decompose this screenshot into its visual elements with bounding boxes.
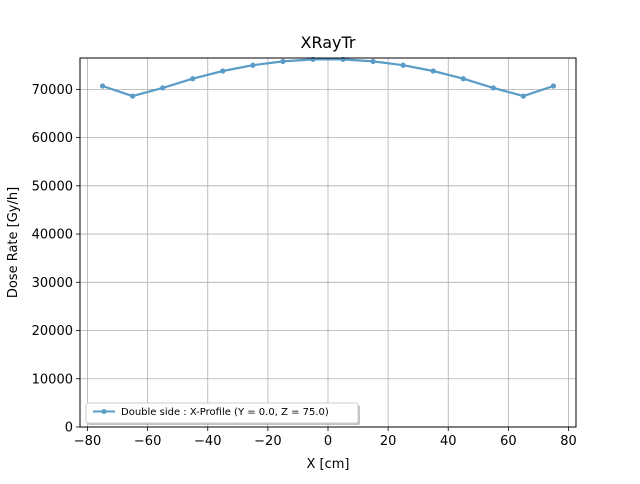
data-point xyxy=(550,83,557,89)
y-tick-label: 70000 xyxy=(32,83,73,98)
x-tick-label: 40 xyxy=(440,434,457,449)
series-line xyxy=(102,58,554,98)
data-point xyxy=(99,83,106,89)
data-point xyxy=(370,58,376,64)
legend-box xyxy=(85,402,359,424)
x-tick-label: −80 xyxy=(74,434,101,449)
x-tick-label: −20 xyxy=(254,434,281,449)
y-axis-label: Dose Rate [Gy/h] xyxy=(6,187,21,298)
data-point xyxy=(400,62,406,68)
legend: Double side : X-Profile (Y = 0.0, Z = 75… xyxy=(85,402,360,425)
data-point xyxy=(160,85,166,91)
x-axis-label: X [cm] xyxy=(307,457,350,472)
y-tick-label: 10000 xyxy=(32,372,73,387)
y-tick-label: 50000 xyxy=(32,179,73,194)
axis-ticks: −80 −60 −40 −20 0 20 40 60 80 0 10000 20000 30000 400… xyxy=(32,83,577,449)
y-tick-label: 20000 xyxy=(32,324,73,339)
y-tick-label: 0 xyxy=(65,421,73,436)
x-tick-label: 60 xyxy=(500,434,517,449)
y-tick-label: 40000 xyxy=(32,228,73,243)
series-layer xyxy=(99,56,557,99)
x-tick-label: −60 xyxy=(134,434,161,449)
data-point xyxy=(130,93,136,99)
data-point xyxy=(520,93,526,99)
x-tick-label: −40 xyxy=(194,434,221,449)
x-tick-label: 80 xyxy=(560,434,577,449)
x-tick-label: 20 xyxy=(380,434,397,449)
data-point xyxy=(220,68,226,74)
y-tick-label: 60000 xyxy=(32,131,73,146)
x-tick-label: 0 xyxy=(324,434,332,449)
data-point xyxy=(490,85,496,91)
legend-series-marker xyxy=(101,409,107,414)
data-point xyxy=(280,58,286,64)
data-point xyxy=(250,62,256,68)
data-point xyxy=(430,68,436,74)
data-point xyxy=(190,76,196,82)
legend-series-label: Double side : X-Profile (Y = 0.0, Z = 75… xyxy=(121,407,329,418)
chart-title: XRayTr xyxy=(301,33,356,52)
data-point xyxy=(460,76,466,82)
y-tick-label: 30000 xyxy=(32,276,73,291)
